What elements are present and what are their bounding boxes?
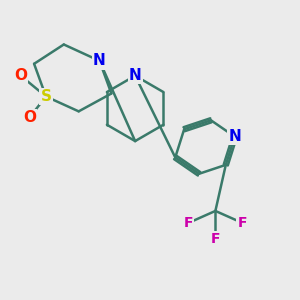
Text: N: N [129, 68, 142, 83]
Text: N: N [228, 129, 241, 144]
Text: O: O [14, 68, 27, 83]
Text: N: N [93, 53, 106, 68]
Text: O: O [23, 110, 36, 125]
Text: S: S [40, 89, 52, 104]
Text: F: F [184, 216, 194, 230]
Text: F: F [211, 232, 220, 246]
Text: F: F [237, 216, 247, 230]
